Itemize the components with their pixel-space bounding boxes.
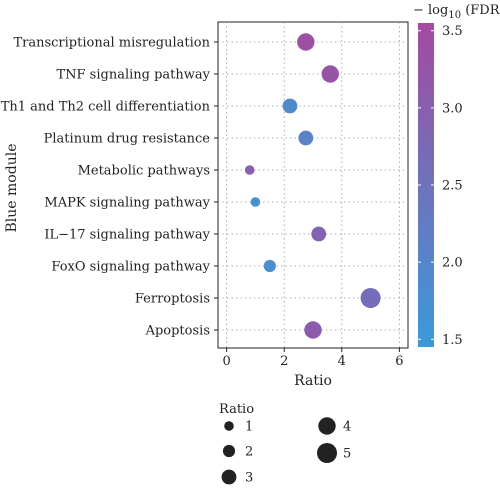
data-point	[321, 65, 339, 83]
color-scale-title-suffix: (FDR)	[461, 3, 500, 18]
plot-panel	[217, 21, 409, 349]
data-point	[360, 288, 381, 308]
y-tick-label: Transcriptional misregulation	[13, 36, 210, 51]
data-point	[311, 226, 327, 242]
color-scale-tick-label: 2.5	[442, 179, 463, 194]
y-tick-label: FoxO signaling pathway	[51, 260, 210, 275]
data-points	[244, 33, 381, 339]
color-scale-tick-label: 3.5	[442, 24, 463, 39]
color-scale-title-prefix: − log	[413, 3, 448, 18]
color-scale-tick-label: 3.0	[442, 101, 463, 116]
y-tick-label: Platinum drug resistance	[44, 132, 211, 147]
x-tick-label: 4	[338, 354, 346, 369]
y-tick-label: Apoptosis	[145, 324, 210, 339]
size-legend-dot	[221, 469, 237, 485]
y-tick-label: IL−17 signaling pathway	[44, 228, 210, 243]
data-point	[263, 259, 276, 273]
color-scale-ticks: 1.5 2.0 2.5 3.0 3.5	[418, 24, 463, 348]
x-tick-label: 6	[395, 354, 403, 369]
data-point	[297, 33, 315, 51]
size-legend-dot	[222, 444, 236, 458]
color-scale-tick-label: 2.0	[442, 256, 463, 271]
color-scale-tick-label: 1.5	[442, 333, 463, 348]
y-tick-label: Th1 and Th2 cell differentiation	[1, 100, 211, 115]
size-legend-label: 1	[245, 420, 253, 435]
color-scale-bar	[418, 23, 434, 347]
size-legend-label: 3	[245, 471, 253, 486]
x-tick-label: 2	[280, 354, 288, 369]
color-scale-title-sub: 10	[448, 10, 461, 21]
y-axis: Transcriptional misregulation TNF signali…	[1, 36, 218, 339]
data-point	[282, 98, 298, 114]
size-legend-label: 2	[245, 445, 253, 460]
size-legend: 1 2 3 4 5	[221, 417, 351, 486]
size-legend-label: 4	[343, 420, 351, 435]
y-tick-label: Metabolic pathways	[78, 164, 210, 179]
size-legend-dot	[224, 421, 234, 431]
size-legend-dot	[318, 417, 336, 435]
data-point	[304, 321, 322, 339]
y-axis-title: Blue module	[4, 144, 20, 233]
data-point	[298, 130, 314, 146]
y-tick-label: Ferroptosis	[135, 292, 210, 307]
size-legend-title: Ratio	[219, 402, 254, 417]
y-tick-label: TNF signaling pathway	[56, 68, 210, 83]
data-point	[250, 197, 261, 207]
size-legend-dot	[317, 443, 337, 463]
x-axis: 0 2 4 6	[222, 348, 404, 369]
size-legend-label: 5	[343, 447, 351, 462]
data-point	[244, 165, 255, 175]
y-tick-label: MAPK signaling pathway	[44, 196, 210, 211]
color-scale-title: − log10 (FDR)	[413, 3, 500, 21]
x-tick-label: 0	[222, 354, 230, 369]
x-axis-title: Ratio	[294, 373, 332, 389]
